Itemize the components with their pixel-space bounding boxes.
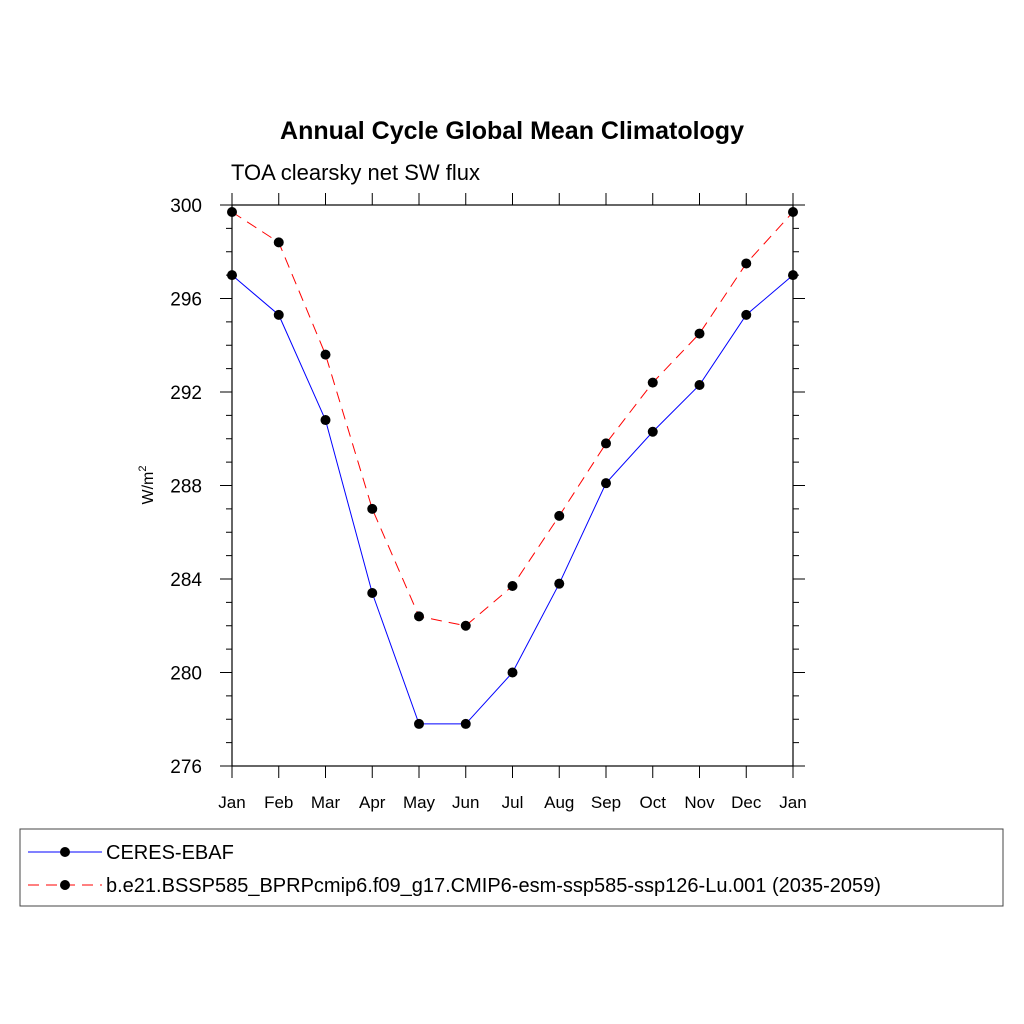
data-point [320,349,331,360]
x-tick-label: Nov [684,793,715,812]
y-tick-label: 276 [170,757,202,778]
y-tick-label: 284 [170,570,202,591]
x-tick-label: Apr [359,793,386,812]
axis-ticks [220,193,805,778]
x-tick-label: Jul [502,793,524,812]
data-point [367,503,378,514]
series-layer [227,207,798,729]
legend-box [19,828,1004,907]
data-point [273,237,284,248]
data-point [741,309,752,320]
data-point [414,718,424,729]
tick-labels: 276 280 284 288 292 296 300 Jan Feb Mar Apr May Jun J… [170,196,806,812]
data-point [694,379,705,390]
series-1 [227,270,798,729]
x-tick-label: Aug [544,793,574,812]
data-point [601,438,611,449]
legend-marker-1 [60,847,70,857]
x-tick-label: May [403,793,436,812]
series-line [231,211,794,627]
chart-title: Annual Cycle Global Mean Climatology [280,117,744,145]
y-axis-unit-superscript: 2 [137,466,149,472]
x-tick-label: Jan [779,793,806,812]
y-tick-label: 288 [170,477,202,498]
series-line [231,274,794,725]
legend-label-1: CERES-EBAF [106,842,234,864]
y-tick-label: 292 [170,383,202,404]
data-point [694,328,705,339]
data-point [320,415,331,426]
legend-marker-2 [60,880,70,890]
y-axis-label: W/m2 [137,466,157,505]
y-tick-label: 300 [170,196,202,217]
x-tick-label: Sep [591,793,621,812]
y-axis-unit: W/m [140,472,157,505]
y-tick-label: 296 [170,290,202,311]
data-point [507,667,518,678]
chart-subtitle: TOA clearsky net SW flux [231,160,480,185]
data-point [367,588,378,599]
svg-text:W/m2: W/m2 [137,466,157,505]
x-tick-label: Mar [311,793,341,812]
data-point [741,258,752,269]
data-point [460,620,471,631]
data-point [554,510,565,521]
x-tick-label: Jun [452,793,479,812]
x-tick-label: Dec [731,793,762,812]
x-tick-label: Jan [218,793,245,812]
data-point [273,309,284,320]
data-point [647,426,658,437]
plot-frame [231,204,794,767]
y-tick-label: 280 [170,664,202,685]
legend: CERES-EBAF b.e21.BSSP585_BPRPcmip6.f09_g1… [19,828,1004,907]
x-tick-label: Oct [640,793,667,812]
legend-label-2: b.e21.BSSP585_BPRPcmip6.f09_g17.CMIP6-es… [106,875,881,897]
series-2 [227,207,798,631]
data-point [507,581,518,592]
data-point [601,478,611,489]
data-point [554,578,565,589]
data-point [460,718,471,729]
data-point [414,611,424,622]
x-tick-label: Feb [264,793,293,812]
data-point [647,377,658,388]
